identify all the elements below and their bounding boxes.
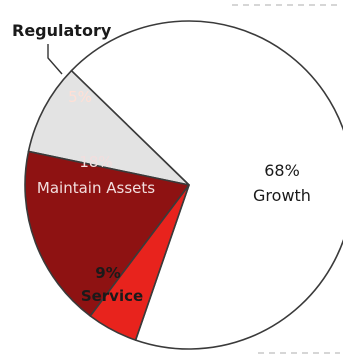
label-growth: Growth xyxy=(253,186,311,205)
label-maintain-assets: Maintain Assets xyxy=(37,179,155,197)
pie-slice-service xyxy=(27,69,190,186)
pie-slice-regulatory xyxy=(89,184,190,341)
value-label-growth: 68% xyxy=(264,161,300,180)
value-label-service: 9% xyxy=(95,264,120,282)
pie-slice-maintain-assets xyxy=(24,150,190,317)
value-label-regulatory: 5% xyxy=(68,88,92,106)
pie-slice-growth xyxy=(70,20,343,350)
label-regulatory: Regulatory xyxy=(12,21,112,40)
value-label-maintain-assets: 18% xyxy=(79,153,112,171)
regulatory-leader-line xyxy=(47,44,63,75)
label-service: Service xyxy=(81,287,143,305)
pie-slices xyxy=(24,20,343,350)
